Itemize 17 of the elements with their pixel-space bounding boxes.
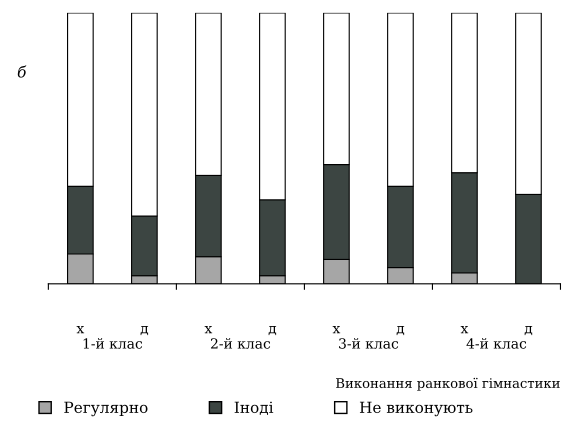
text: 3-й клас xyxy=(339,338,398,349)
text: 4-й клас xyxy=(466,338,526,349)
legend-label: Регулярно xyxy=(64,402,148,416)
x-axis-title: Виконання ранкової гімнастики xyxy=(336,378,560,391)
x-tick-label: х xyxy=(76,326,84,334)
legend-label: Іноді xyxy=(234,402,274,415)
x-tick-label: х xyxy=(204,326,212,334)
x-tick-label: х xyxy=(460,326,468,334)
x-tick-label: д xyxy=(268,326,276,336)
legend-label: Не виконують xyxy=(360,402,472,416)
text: 1-й клас xyxy=(84,338,142,349)
x-tick-label: д xyxy=(140,326,148,336)
x-tick-label: х xyxy=(332,326,340,334)
x-tick-label: д xyxy=(396,326,404,336)
x-tick-label: д xyxy=(524,326,532,336)
text: б xyxy=(18,65,26,78)
text: 2-й клас xyxy=(210,338,270,349)
